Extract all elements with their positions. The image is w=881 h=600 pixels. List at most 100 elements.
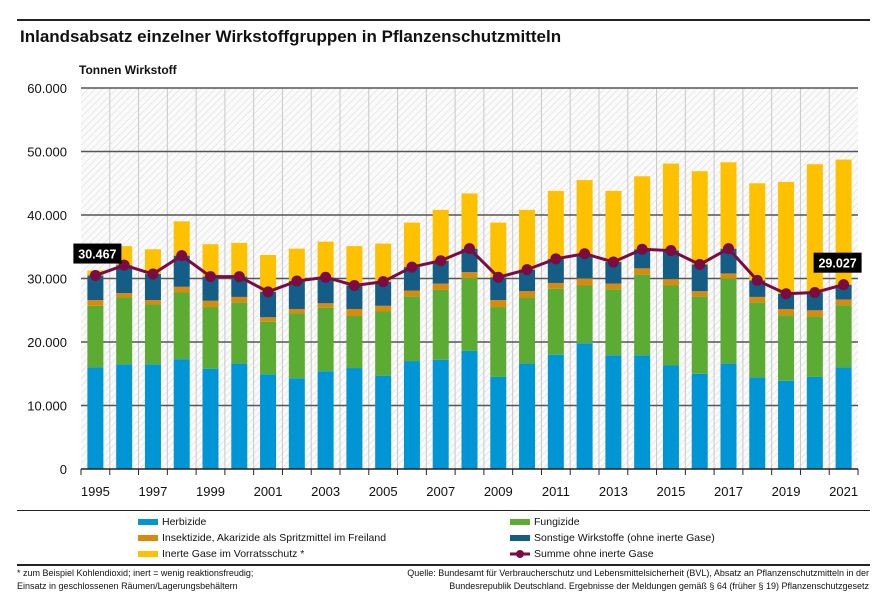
bar-segment-1 [634,355,651,469]
bar-segment-1 [576,343,593,469]
bar-segment-2 [691,296,708,374]
bar-segment-5 [260,255,277,292]
sum-point [665,245,677,257]
bar-segment-1 [519,363,536,469]
bar-segment-5 [173,221,190,256]
bar-segment-4 [116,265,133,294]
sum-point [205,271,216,283]
bar-segment-1 [605,355,622,469]
legend-swatch [138,535,158,541]
bar-segment-1 [490,376,507,469]
x-tick-label: 2011 [542,484,570,499]
bar-segment-3 [403,290,420,297]
legend-item-herbizide: Herbizide [138,516,206,528]
source-line: Quelle: Bundesamt für Verbraucherschutz … [407,568,869,578]
legend-label: Herbizide [162,516,207,528]
bar-segment-3 [778,308,795,316]
bar-segment-4 [202,276,219,301]
bar-segment-2 [634,274,651,356]
source-note: Quelle: Bundesamt für Verbraucherschutz … [407,567,869,593]
bar-segment-4 [605,261,622,284]
top-rule [17,19,870,21]
bar-segment-1 [317,371,334,469]
sum-point [780,288,792,300]
bar-segment-2 [346,315,363,369]
bar-segment-3 [749,296,766,303]
bar-segment-3 [662,279,679,286]
sum-point [176,250,188,262]
y-tick-label: 0 [60,462,67,477]
legend-item-fungizide: Fungizide [510,516,580,528]
sum-point [262,286,274,298]
y-tick-label: 50.000 [27,145,67,160]
sum-point [435,255,447,267]
value-label: 29.027 [818,257,856,271]
y-tick-label: 10.000 [27,399,67,414]
sum-point [118,259,130,271]
bar-segment-5 [806,164,823,293]
legend-label: Summe ohne inerte Gase [534,548,654,560]
bar-segment-3 [691,291,708,297]
legend-swatch [138,551,158,557]
x-tick-label: 2015 [656,484,685,499]
legend-swatch [138,519,158,525]
bar-segment-2 [403,296,420,362]
bar-segment-2 [87,305,104,368]
legend-label: Sonstige Wirkstoffe (ohne inerte Gase) [534,532,715,544]
legend-rule [17,510,870,511]
legend-label: Inerte Gase im Vorratsschutz * [162,548,305,560]
bar-segment-1 [778,380,795,469]
bar-segment-4 [432,260,449,284]
bar-segment-3 [835,299,852,306]
bar-segment-3 [519,291,536,298]
bar-segment-2 [260,321,277,375]
bar-segment-2 [749,302,766,378]
x-tick-label: 2001 [254,484,283,499]
sum-point [406,261,418,273]
bar-segment-1 [173,359,190,469]
bar-segment-5 [317,241,334,278]
bar-segment-2 [806,316,823,377]
y-tick-label: 30.000 [27,272,67,287]
bar-segment-4 [173,255,190,287]
bar-segment-4 [576,253,593,279]
value-label: 30.467 [78,248,116,262]
x-tick-label: 2017 [714,484,743,499]
y-tick-label: 60.000 [27,81,67,96]
y-tick-label: 40.000 [27,208,67,223]
bar-segment-5 [490,222,507,278]
bar-segment-3 [375,305,392,312]
value-label-box [813,252,862,273]
bar-segment-5 [144,249,161,275]
bar-segment-4 [547,258,564,283]
x-tick-label: 2013 [599,484,628,499]
bar-segment-3 [317,303,334,308]
sum-point [89,270,101,282]
sum-point [377,276,389,288]
legend-label: Fungizide [534,516,580,528]
bar-segment-4 [317,277,334,304]
bar-segment-1 [202,368,219,469]
bar-segment-4 [662,250,679,280]
bar-segment-5 [547,190,564,259]
bar-segment-2 [720,278,737,364]
x-tick-label: 2007 [426,484,455,499]
bar-segment-2 [288,313,305,379]
bar-segment-2 [144,304,161,365]
bar-segment-2 [375,311,392,376]
chart-plot: 0 10.000 20.000 30.000 40.000 50.000 60.000 199… [27,81,862,499]
bar-segment-1 [749,377,766,469]
bar-segment-2 [116,297,133,365]
bar-segment-5 [375,243,392,282]
bar-segment-2 [432,289,449,360]
bar-segment-5 [634,176,651,250]
bar-segment-4 [634,249,651,269]
bar-segment-3 [490,300,507,308]
legend-item-summe: Summe ohne inerte Gase [510,548,654,560]
legend-label: Insektizide, Akarizide als Spritzmittel … [162,532,387,544]
footnote: * zum Beispiel Kohlendioxid; inert = wen… [17,567,253,593]
bar-segment-5 [346,246,363,286]
sum-point [636,243,648,255]
bar-segment-4 [806,292,823,311]
bar-segment-4 [231,276,248,297]
